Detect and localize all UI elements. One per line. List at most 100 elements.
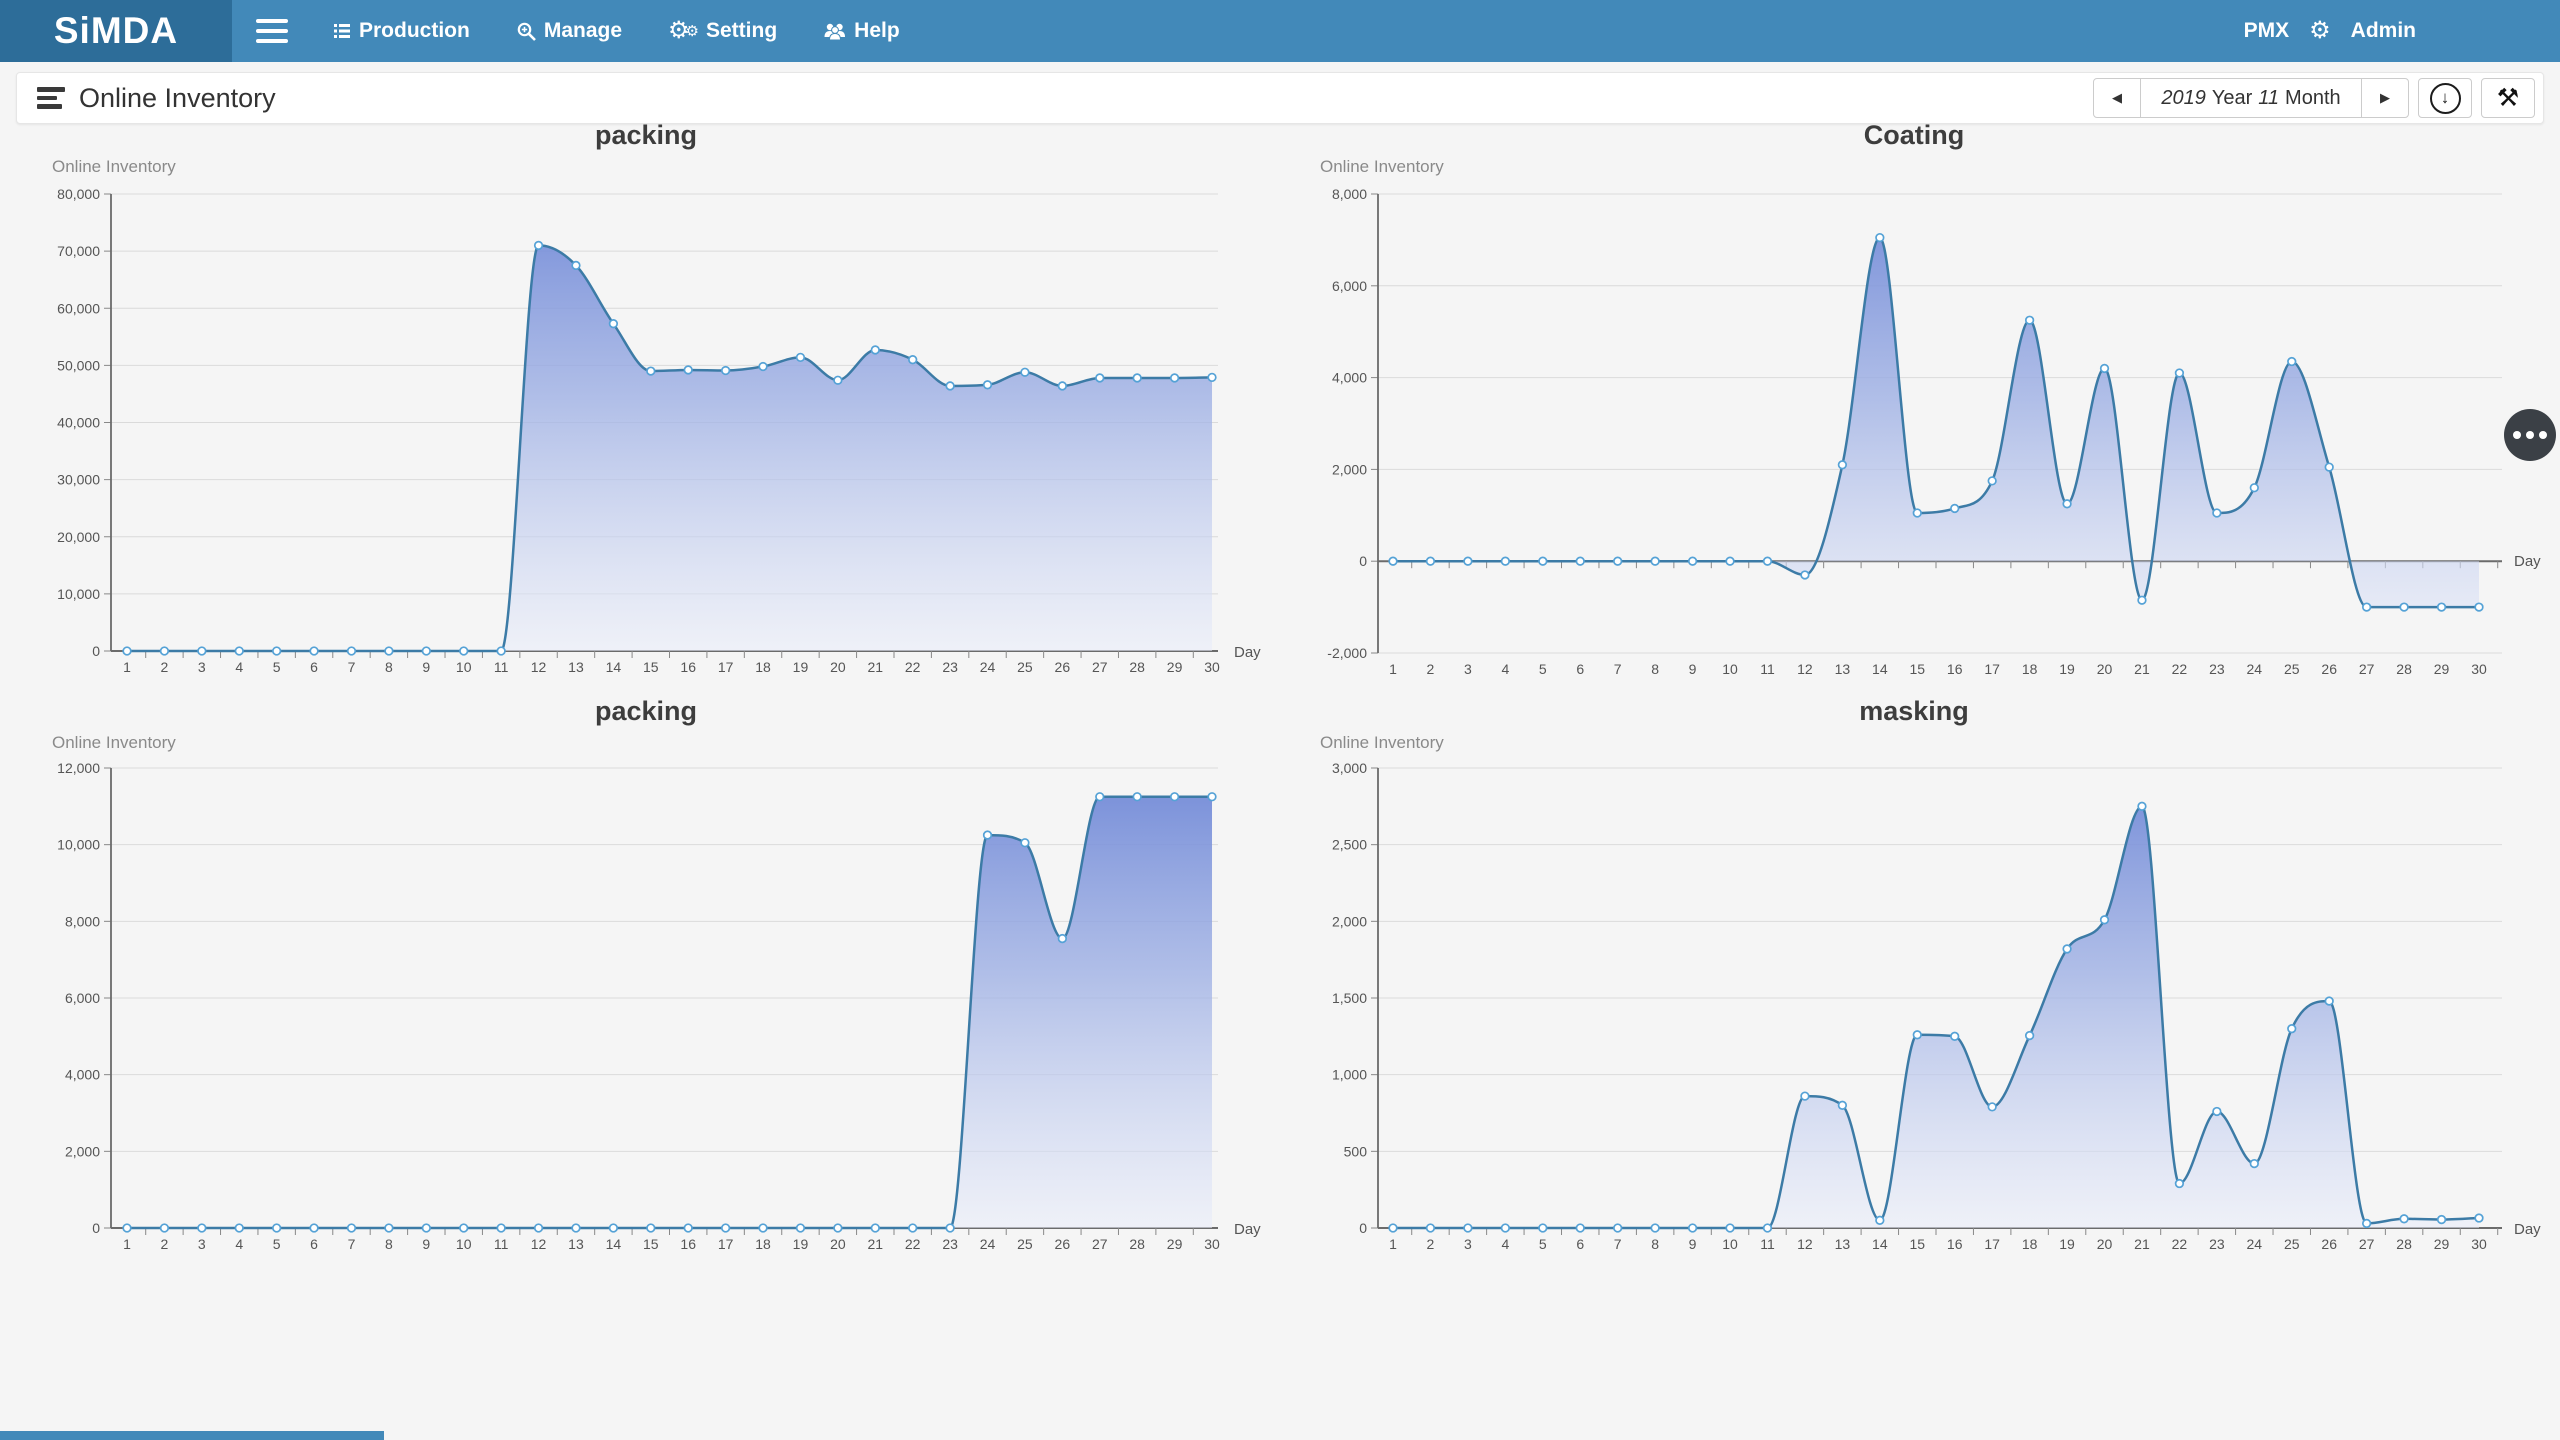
data-point-marker[interactable] <box>870 1223 880 1233</box>
data-point-marker[interactable] <box>496 646 506 656</box>
data-point-marker[interactable] <box>1020 367 1030 377</box>
nav-item-admin[interactable]: Admin <box>2350 19 2416 42</box>
data-point-marker[interactable] <box>1613 556 1623 566</box>
data-point-marker[interactable] <box>1207 792 1217 802</box>
data-point-marker[interactable] <box>1169 373 1180 383</box>
data-point-marker[interactable] <box>197 1223 207 1233</box>
data-point-marker[interactable] <box>421 1223 431 1233</box>
data-point-marker[interactable] <box>1837 460 1848 470</box>
data-point-marker[interactable] <box>945 1223 955 1233</box>
data-point-marker[interactable] <box>1095 373 1105 383</box>
data-point-marker[interactable] <box>2249 483 2259 493</box>
data-point-marker[interactable] <box>1762 1223 1773 1233</box>
data-point-marker[interactable] <box>346 1223 357 1233</box>
data-point-marker[interactable] <box>1500 556 1510 566</box>
chart-plot-packing-2[interactable] <box>122 792 1217 1233</box>
data-point-marker[interactable] <box>2287 356 2297 367</box>
chart-plot-packing-0[interactable] <box>122 240 1217 656</box>
data-point-marker[interactable] <box>2137 801 2147 811</box>
data-point-marker[interactable] <box>1837 1100 1848 1110</box>
data-point-marker[interactable] <box>795 1223 806 1233</box>
data-point-marker[interactable] <box>2249 1158 2259 1169</box>
data-point-marker[interactable] <box>2137 595 2147 605</box>
data-point-marker[interactable] <box>1020 838 1030 848</box>
data-point-marker[interactable] <box>646 1223 656 1233</box>
data-point-marker[interactable] <box>1425 556 1436 566</box>
data-point-marker[interactable] <box>683 1223 693 1233</box>
data-point-marker[interactable] <box>2099 363 2110 374</box>
hamburger-menu-icon[interactable] <box>256 19 288 43</box>
data-point-marker[interactable] <box>159 646 170 656</box>
data-point-marker[interactable] <box>272 646 282 656</box>
data-point-marker[interactable] <box>720 1223 731 1233</box>
data-point-marker[interactable] <box>1425 1223 1436 1233</box>
prev-month-button[interactable]: ◀ <box>2093 78 2141 118</box>
data-point-marker[interactable] <box>159 1223 170 1233</box>
data-point-marker[interactable] <box>2474 1213 2484 1223</box>
chart-plot-Coating-1[interactable] <box>1388 232 2484 612</box>
data-point-marker[interactable] <box>272 1223 282 1233</box>
data-point-marker[interactable] <box>945 381 955 391</box>
data-point-marker[interactable] <box>309 646 319 656</box>
data-point-marker[interactable] <box>384 1223 394 1233</box>
next-month-button[interactable]: ▶ <box>2361 78 2409 118</box>
data-point-marker[interactable] <box>1687 1223 1698 1233</box>
data-point-marker[interactable] <box>2024 1030 2035 1041</box>
data-point-marker[interactable] <box>1575 1223 1585 1233</box>
data-point-marker[interactable] <box>2062 944 2072 954</box>
list-bars-icon[interactable] <box>37 87 65 109</box>
data-point-marker[interactable] <box>384 646 394 656</box>
data-point-marker[interactable] <box>2062 499 2072 509</box>
data-point-marker[interactable] <box>795 352 806 363</box>
data-point-marker[interactable] <box>1725 556 1735 566</box>
data-point-marker[interactable] <box>758 1223 768 1233</box>
data-point-marker[interactable] <box>646 366 656 376</box>
data-point-marker[interactable] <box>1875 232 1885 243</box>
data-point-marker[interactable] <box>1388 1223 1398 1233</box>
nav-item-help[interactable]: Help <box>823 19 900 43</box>
data-point-marker[interactable] <box>982 830 993 840</box>
data-point-marker[interactable] <box>459 1223 469 1233</box>
data-point-marker[interactable] <box>1650 556 1660 566</box>
data-point-marker[interactable] <box>2399 602 2409 612</box>
data-point-marker[interactable] <box>122 646 132 656</box>
data-point-marker[interactable] <box>1538 1223 1548 1233</box>
data-point-marker[interactable] <box>982 380 993 390</box>
date-display-button[interactable]: 2019 Year 11 Month <box>2140 78 2362 118</box>
data-point-marker[interactable] <box>571 260 581 271</box>
data-point-marker[interactable] <box>870 345 880 355</box>
tools-button[interactable]: ⚒ <box>2481 78 2535 118</box>
data-point-marker[interactable] <box>2324 462 2334 472</box>
data-point-marker[interactable] <box>496 1223 506 1233</box>
chart-plot-masking-3[interactable] <box>1388 801 2484 1233</box>
data-point-marker[interactable] <box>2174 368 2185 378</box>
data-point-marker[interactable] <box>1875 1215 1885 1225</box>
data-point-marker[interactable] <box>1800 570 1810 580</box>
data-point-marker[interactable] <box>833 375 843 385</box>
data-point-marker[interactable] <box>758 361 768 372</box>
data-point-marker[interactable] <box>908 1223 918 1233</box>
nav-item-setting[interactable]: ⚙ ⚙ Setting <box>668 19 777 43</box>
data-point-marker[interactable] <box>608 1223 619 1233</box>
data-point-marker[interactable] <box>2024 315 2035 325</box>
data-point-marker[interactable] <box>1987 1102 1997 1112</box>
gear-icon[interactable]: ⚙ <box>2309 17 2331 44</box>
data-point-marker[interactable] <box>346 646 357 656</box>
data-point-marker[interactable] <box>720 365 731 376</box>
data-point-marker[interactable] <box>1950 1031 1960 1041</box>
data-point-marker[interactable] <box>533 1223 544 1233</box>
data-point-marker[interactable] <box>2212 508 2222 518</box>
data-point-marker[interactable] <box>1912 508 1922 518</box>
data-point-marker[interactable] <box>1650 1223 1660 1233</box>
data-point-marker[interactable] <box>1463 1223 1473 1233</box>
data-point-marker[interactable] <box>1095 792 1105 802</box>
data-point-marker[interactable] <box>608 319 619 329</box>
data-point-marker[interactable] <box>2474 602 2484 612</box>
data-point-marker[interactable] <box>908 355 918 365</box>
data-point-marker[interactable] <box>571 1223 581 1233</box>
nav-item-manage[interactable]: Manage <box>516 19 622 43</box>
data-point-marker[interactable] <box>234 1223 244 1233</box>
data-point-marker[interactable] <box>683 365 693 375</box>
data-point-marker[interactable] <box>1950 503 1960 514</box>
data-point-marker[interactable] <box>1987 476 1997 486</box>
